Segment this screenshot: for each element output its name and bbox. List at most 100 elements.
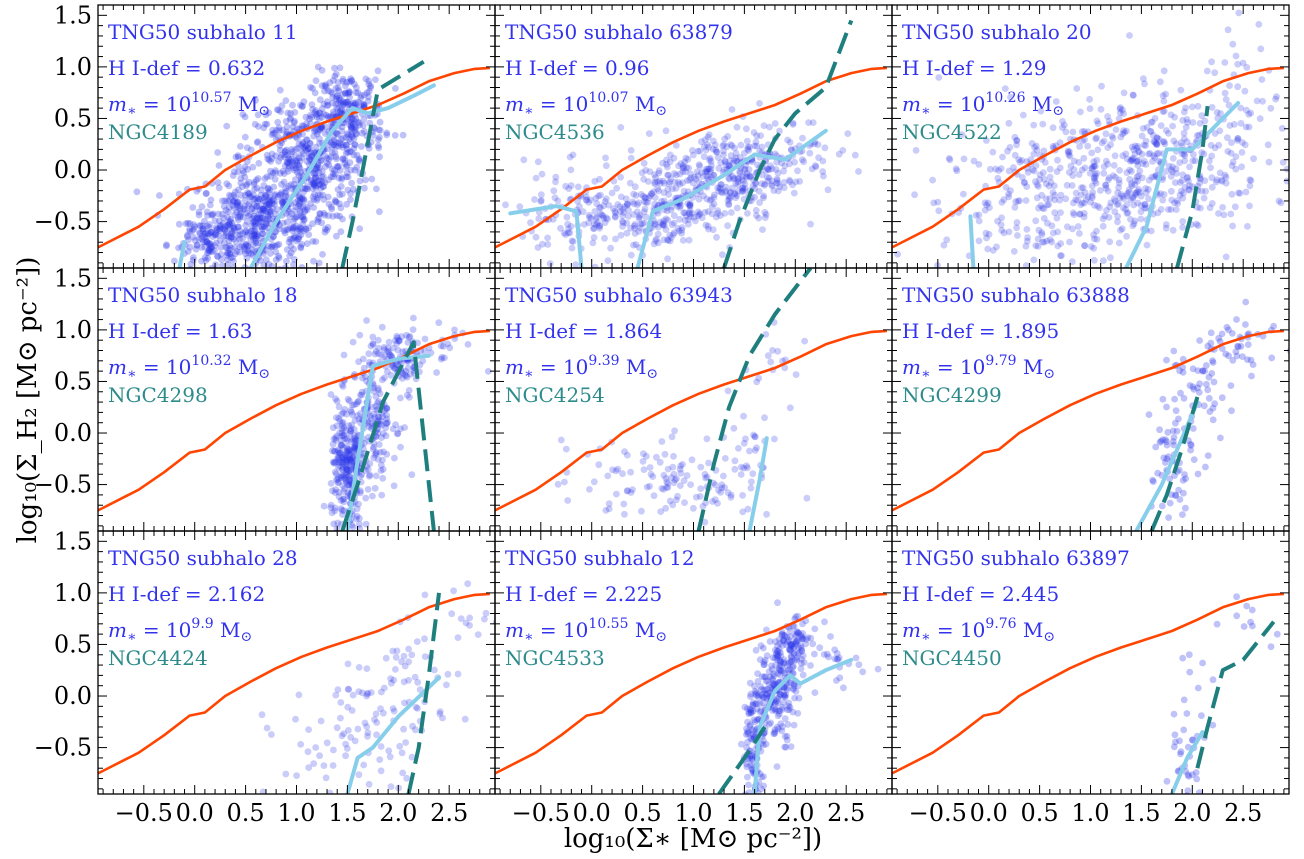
data-point bbox=[295, 163, 303, 171]
data-point bbox=[766, 638, 774, 645]
data-point bbox=[1182, 504, 1189, 512]
data-point bbox=[591, 208, 599, 215]
data-point bbox=[377, 767, 385, 775]
data-point bbox=[403, 373, 411, 381]
data-point bbox=[1194, 367, 1202, 374]
data-point bbox=[1189, 383, 1197, 391]
data-point bbox=[348, 454, 356, 462]
data-point bbox=[751, 718, 759, 726]
data-point bbox=[794, 637, 801, 645]
data-point bbox=[792, 632, 799, 640]
data-point bbox=[312, 143, 320, 151]
data-point bbox=[1146, 150, 1154, 157]
data-point bbox=[324, 87, 332, 95]
data-point bbox=[284, 159, 292, 167]
data-point bbox=[245, 200, 253, 208]
data-point bbox=[1239, 139, 1246, 146]
data-point bbox=[443, 681, 450, 689]
data-point bbox=[351, 443, 359, 451]
data-point bbox=[257, 217, 264, 225]
data-point bbox=[1051, 196, 1059, 204]
data-point bbox=[361, 127, 368, 135]
data-point bbox=[243, 180, 251, 188]
data-point bbox=[266, 201, 273, 209]
data-point bbox=[436, 708, 444, 715]
data-point bbox=[1163, 356, 1170, 364]
data-point bbox=[346, 446, 353, 453]
data-point bbox=[236, 231, 244, 239]
data-point bbox=[318, 82, 326, 89]
data-point bbox=[777, 720, 785, 728]
data-point bbox=[250, 241, 257, 249]
data-point bbox=[372, 472, 380, 480]
data-point bbox=[358, 143, 365, 150]
data-point bbox=[779, 706, 786, 713]
data-point bbox=[358, 92, 365, 100]
data-point bbox=[237, 175, 245, 182]
data-point bbox=[623, 219, 631, 227]
data-point bbox=[375, 350, 382, 358]
data-point bbox=[314, 216, 322, 223]
data-point bbox=[319, 183, 327, 190]
data-point bbox=[640, 466, 648, 473]
data-point bbox=[466, 622, 473, 629]
data-point bbox=[297, 244, 305, 252]
data-point bbox=[780, 637, 788, 645]
observed-profile-line bbox=[1149, 396, 1200, 531]
data-point bbox=[345, 472, 353, 480]
data-point bbox=[670, 479, 678, 487]
data-point bbox=[1078, 128, 1086, 136]
data-point bbox=[343, 461, 350, 468]
data-point bbox=[343, 443, 351, 451]
data-point bbox=[312, 126, 320, 134]
data-point bbox=[1035, 226, 1043, 234]
data-point bbox=[332, 434, 339, 442]
data-point bbox=[336, 108, 344, 116]
data-point bbox=[714, 154, 722, 161]
data-point bbox=[631, 230, 639, 237]
data-point bbox=[441, 354, 448, 362]
data-point bbox=[750, 716, 758, 724]
data-point bbox=[796, 178, 804, 185]
data-point bbox=[289, 225, 297, 232]
data-point bbox=[330, 520, 338, 528]
x-tick-label: 2.0 bbox=[1173, 799, 1211, 827]
data-point bbox=[290, 164, 297, 172]
data-point bbox=[307, 149, 315, 157]
data-point bbox=[677, 202, 684, 210]
data-point bbox=[282, 770, 290, 778]
data-point bbox=[262, 220, 270, 228]
data-point bbox=[1141, 204, 1149, 212]
data-point bbox=[600, 202, 608, 210]
data-point bbox=[1114, 189, 1121, 197]
data-point bbox=[337, 714, 344, 722]
data-point bbox=[1093, 227, 1100, 235]
data-point bbox=[275, 106, 282, 114]
data-point bbox=[1073, 85, 1081, 92]
data-point bbox=[690, 504, 697, 512]
data-point bbox=[262, 193, 270, 201]
data-point bbox=[1198, 187, 1206, 195]
data-point bbox=[293, 135, 301, 142]
data-point bbox=[299, 213, 307, 221]
data-point bbox=[333, 724, 341, 732]
data-point bbox=[1161, 140, 1169, 148]
data-point bbox=[394, 430, 401, 438]
data-point bbox=[1075, 171, 1083, 178]
data-point bbox=[1196, 337, 1203, 344]
data-point bbox=[343, 534, 350, 541]
data-point bbox=[739, 188, 746, 196]
simulated-profile-line bbox=[752, 657, 854, 794]
data-point bbox=[347, 122, 355, 129]
data-point bbox=[697, 485, 705, 492]
data-point bbox=[298, 241, 306, 248]
data-point bbox=[791, 694, 798, 702]
data-point bbox=[760, 741, 767, 749]
data-point bbox=[274, 133, 282, 141]
data-point bbox=[1197, 204, 1204, 212]
data-point bbox=[235, 198, 242, 206]
data-point bbox=[747, 693, 754, 700]
data-point bbox=[295, 192, 303, 200]
data-point bbox=[299, 194, 306, 202]
data-point bbox=[1211, 69, 1219, 77]
